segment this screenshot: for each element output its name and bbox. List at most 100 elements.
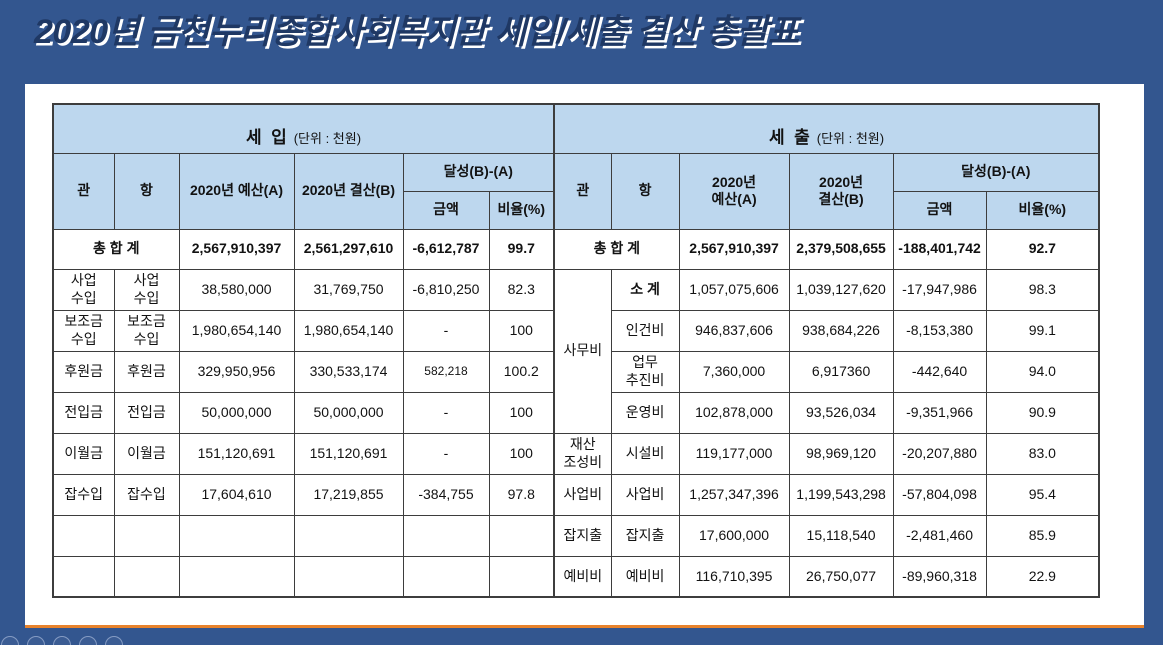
table-cell: - [402,432,490,475]
table-cell: -188,401,742 [892,228,987,270]
expenditure-hang-cell: 업무 추진비 [610,350,680,393]
expenditure-gwan-cell: 사무비 [553,268,612,434]
expenditure-section-header: 세 출 (단위 : 천원) [553,103,1100,154]
revenue-gwan-cell: 잡수입 [52,473,115,516]
table-cell: 17,600,000 [678,514,790,557]
table-cell: 31,769,750 [293,268,404,311]
table-cell: 2,561,297,610 [293,228,404,270]
expenditure-gwan-cell: 사업비 [553,473,612,516]
settlement-summary-table: 세 입 (단위 : 천원) 세 출 (단위 : 천원) 관 항 2020년 예산(A… [52,103,1101,598]
table-cell: 22.9 [985,555,1100,598]
revenue-gwan-cell: 후원금 [52,350,115,393]
expenditure-hang-cell: 소 계 [610,268,680,311]
total-label: 총 합 계 [553,228,680,270]
table-row: 전입금 전입금 50,000,000 50,000,000-100 운영비 102,878… [52,391,1100,434]
presenter-control-icon[interactable] [105,636,123,645]
presenter-pen-icon[interactable] [27,636,45,645]
expenditure-gwan-cell: 잡지출 [553,514,612,557]
table-cell: 99.1 [985,309,1100,352]
table-cell: -9,351,966 [892,391,987,434]
table-row: 잡지출 잡지출 17,600,000 15,118,540 -2,481,460 85.9 [52,514,1100,557]
expenditure-hang-cell: 사업비 [610,473,680,516]
table-cell [488,514,555,557]
table-cell: - [402,391,490,434]
table-cell: 946,837,606 [678,309,790,352]
col-header-gwan: 관 [553,152,612,230]
table-cell: 2,567,910,397 [178,228,295,270]
table-cell: 116,710,395 [678,555,790,598]
table-cell: 1,199,543,298 [788,473,894,516]
revenue-hang-cell: 잡수입 [113,473,180,516]
table-cell: -20,207,880 [892,432,987,475]
revenue-unit-label: (단위 : 천원) [293,130,362,146]
table-cell: 15,118,540 [788,514,894,557]
expenditure-hang-cell: 예비비 [610,555,680,598]
table-row: 보조금 수입 보조금 수입 1,980,654,140 1,980,654,140-1… [52,309,1100,352]
revenue-hang-cell: 사업 수입 [113,268,180,311]
table-cell: - [402,309,490,352]
table-cell: 119,177,000 [678,432,790,475]
revenue-hang-cell: 이월금 [113,432,180,475]
expenditure-hang-cell: 운영비 [610,391,680,434]
table-cell: 102,878,000 [678,391,790,434]
revenue-hang-cell: 후원금 [113,350,180,393]
col-header-hang: 항 [113,152,180,230]
table-cell: -2,481,460 [892,514,987,557]
sub-header-row: 금액 비율(%) 금액 비율(%) [53,190,1100,230]
table-cell [488,555,555,598]
table-cell: 1,980,654,140 [293,309,404,352]
table-cell: 151,120,691 [293,432,404,475]
content-panel: 세 입 (단위 : 천원) 세 출 (단위 : 천원) 관 항 2020년 예산(A… [25,84,1144,628]
table-cell: 151,120,691 [178,432,295,475]
revenue-hang-cell: 전입금 [113,391,180,434]
revenue-gwan-cell: 이월금 [52,432,115,475]
presenter-control-icon[interactable] [1,636,19,645]
col-header-budget: 2020년 예산(A) [678,152,790,230]
table-cell: -384,755 [402,473,490,516]
expenditure-gwan-cell: 재산 조성비 [553,432,612,475]
col-header-gwan: 관 [52,152,115,230]
table-cell: 17,219,855 [293,473,404,516]
col-header-settlement: 2020년 결산(B) [788,152,894,230]
table-cell: 98,969,120 [788,432,894,475]
col-header-settlement: 2020년 결산(B) [293,152,404,230]
table-cell: 26,750,077 [788,555,894,598]
revenue-gwan-cell: 보조금 수입 [52,309,115,352]
table-row: 이월금 이월금 151,120,691 151,120,691-100 재산 조성비 시설… [52,432,1100,475]
table-cell: 92.7 [985,228,1100,270]
table-cell: 99.7 [488,228,555,270]
table-cell: 50,000,000 [178,391,295,434]
table-cell: -57,804,098 [892,473,987,516]
expenditure-unit-label: (단위 : 천원) [816,130,885,146]
table-cell: -442,640 [892,350,987,393]
table-cell: 938,684,226 [788,309,894,352]
col-header-amount: 금액 [402,190,490,230]
table-cell: 582,218 [402,350,490,393]
table-cell [293,555,404,598]
revenue-section-header: 세 입 (단위 : 천원) [52,103,555,154]
presenter-record-icon[interactable] [79,636,97,645]
table-cell: 1,057,075,606 [678,268,790,311]
table-cell: 94.0 [985,350,1100,393]
revenue-gwan-cell [52,514,115,557]
revenue-hang-cell [113,514,180,557]
revenue-gwan-cell: 전입금 [52,391,115,434]
table-cell: 100 [488,309,555,352]
column-header-row: 관 항 2020년 예산(A) 2020년 결산(B) 달성(B)-(A) 관 … [52,152,1100,230]
table-cell: 97.8 [488,473,555,516]
table-cell: 330,533,174 [293,350,404,393]
table-row: 사업 수입 사업 수입 38,580,000 31,769,750 -6,810,250… [52,268,1100,434]
expenditure-hang-cell: 잡지출 [610,514,680,557]
table-cell [178,514,295,557]
table-cell: 50,000,000 [293,391,404,434]
table-cell: -17,947,986 [892,268,987,311]
presenter-grid-icon[interactable] [53,636,71,645]
total-label: 총 합 계 [52,228,180,270]
table-cell: 100 [488,391,555,434]
table-cell: 17,604,610 [178,473,295,516]
table-cell: 2,567,910,397 [678,228,790,270]
expenditure-gwan-cell: 예비비 [553,555,612,598]
table-cell: -8,153,380 [892,309,987,352]
grand-total-row: 총 합 계 2,567,910,397 2,561,297,610 -6,612… [52,228,1100,270]
